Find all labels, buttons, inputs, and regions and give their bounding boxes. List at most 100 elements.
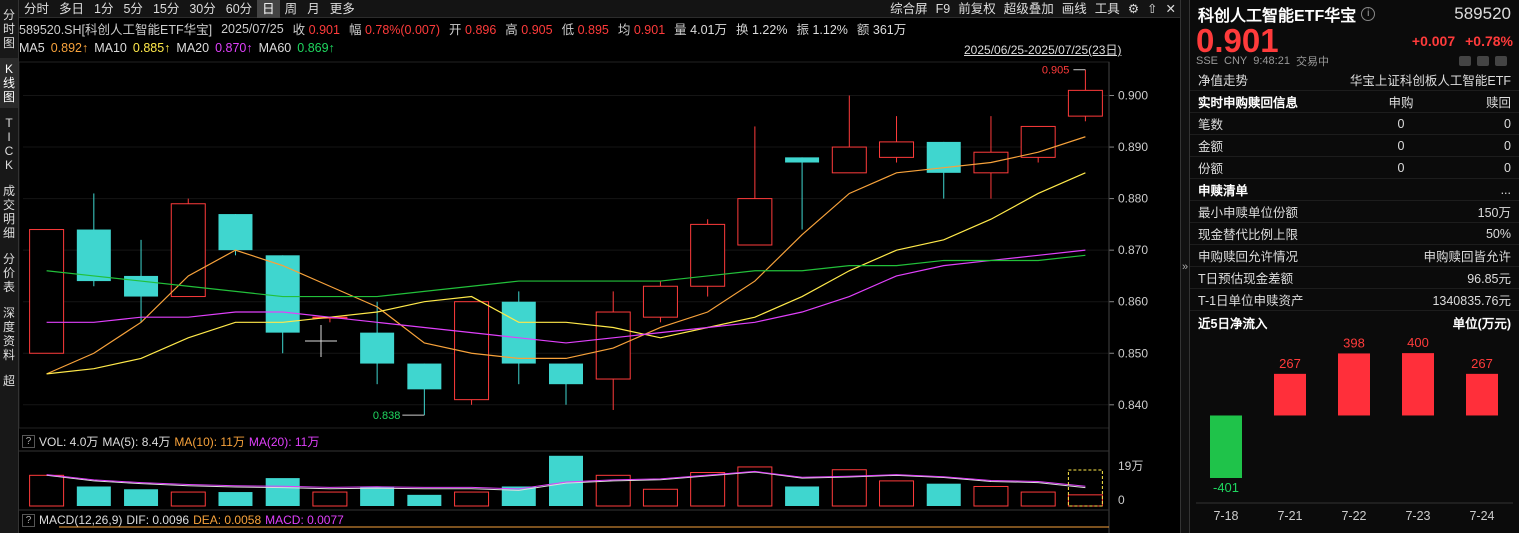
- vol-ma5-line: [46, 471, 1086, 491]
- amount-value: 361万: [872, 23, 907, 37]
- sidebar-char: 资: [2, 334, 15, 348]
- flow-value-label: 267: [1279, 356, 1301, 371]
- ma5-value: 0.892↑: [50, 41, 89, 55]
- nav-row[interactable]: 净值走势 华宝上证科创板人工智能ETF: [1190, 69, 1519, 91]
- period-9[interactable]: 月: [307, 1, 320, 16]
- volume-bar: [265, 478, 300, 506]
- candle-body: [879, 141, 915, 158]
- period-8[interactable]: 周: [284, 1, 298, 16]
- vol-label: 量: [674, 23, 687, 37]
- period-10[interactable]: 更多: [329, 1, 355, 16]
- macd-value: MACD: 0.0077: [265, 513, 344, 527]
- volume-bar: [973, 485, 1009, 507]
- sidebar-char: T: [5, 116, 13, 130]
- sidebar-tab-4[interactable]: 分价表: [0, 248, 18, 298]
- turn-label: 换: [735, 23, 749, 37]
- macd-dea: DEA: 0.0058: [193, 513, 262, 527]
- period-3[interactable]: 5分: [123, 1, 143, 16]
- rt-sub: 0: [1397, 160, 1405, 175]
- list-value: 1340835.76元: [1432, 294, 1511, 308]
- help-icon[interactable]: ?: [22, 434, 35, 448]
- list-row: 现金替代比例上限 50%: [1190, 223, 1519, 245]
- bell-icon[interactable]: [1477, 56, 1489, 66]
- close-icon[interactable]: ✕: [1165, 1, 1176, 16]
- period-2[interactable]: 1分: [94, 1, 114, 16]
- volume-bar: [549, 455, 583, 506]
- gear-icon[interactable]: ⚙: [1127, 1, 1140, 16]
- sidebar-char: 线: [2, 76, 15, 90]
- volume-bar: [831, 469, 867, 507]
- flow-bar: [1466, 373, 1498, 416]
- ma60-label: MA60: [258, 41, 292, 55]
- ma5-label: MA5: [19, 41, 45, 55]
- toolbar-btn-0[interactable]: 综合屏: [890, 1, 928, 16]
- flow-category-label: 7-23: [1405, 509, 1430, 523]
- sidebar-tab-0[interactable]: 分时图: [0, 4, 18, 54]
- period-0[interactable]: 分时: [24, 1, 50, 16]
- list-row: T-1日单位申赎资产 1340835.76元: [1190, 289, 1519, 311]
- vol-ma20: MA(20): 11万: [248, 434, 320, 449]
- macd-legend: ? MACD(12,26,9) DIF: 0.0096 DEA: 0.0058 …: [19, 512, 348, 528]
- amount-label: 额: [856, 23, 870, 37]
- toolbar-btn-5[interactable]: 工具: [1094, 1, 1120, 16]
- help-icon[interactable]: ?: [22, 513, 35, 527]
- sidebar-char: 细: [2, 226, 15, 240]
- amp-value: 0.78%(0.007): [364, 23, 441, 37]
- toolbar-btn-2[interactable]: 前复权: [958, 1, 996, 16]
- up-icon[interactable]: ⇧: [1147, 1, 1158, 16]
- sidebar-char: 明: [2, 212, 15, 226]
- candle-body: [595, 311, 631, 380]
- flow-category-label: 7-24: [1469, 509, 1494, 523]
- period-4[interactable]: 15分: [152, 1, 180, 16]
- currency: CNY: [1224, 55, 1248, 67]
- date-range[interactable]: 2025/06/25-2025/07/25(23日): [964, 43, 1122, 57]
- volume-bar: [312, 491, 348, 507]
- ma20-line: [46, 249, 1086, 344]
- volume-bar: [879, 480, 915, 507]
- candle-body: [124, 275, 159, 297]
- red-col-header: 赎回: [1485, 96, 1511, 110]
- volume-bar: [29, 474, 65, 507]
- period-1[interactable]: 多日: [59, 1, 85, 16]
- link-icon[interactable]: [1459, 56, 1471, 66]
- nav-label: 净值走势: [1198, 74, 1249, 88]
- toolbar-btn-3[interactable]: 超级叠加: [1003, 1, 1054, 16]
- ma20-label: MA20: [176, 41, 210, 55]
- volume-bar: [690, 472, 726, 507]
- realtime-title: 实时申购赎回信息: [1198, 96, 1299, 110]
- list-value: 50%: [1485, 226, 1511, 241]
- vol-selection: [1067, 469, 1103, 507]
- low-label: 低: [561, 23, 575, 37]
- list-value: 申购赎回皆允许: [1423, 250, 1511, 264]
- sidebar-tab-6[interactable]: 超: [0, 370, 18, 392]
- ma-legend: MA5 0.892↑ MA10 0.885↑ MA20 0.870↑ MA60 0.86…: [19, 40, 341, 56]
- sidebar-char: C: [4, 144, 14, 158]
- rt-label: 笔数: [1198, 118, 1224, 132]
- ma10-value: 0.885↑: [132, 41, 171, 55]
- list-row: T日预估现金差额 96.85元: [1190, 267, 1519, 289]
- y-tick-label: 0.840: [1118, 398, 1148, 412]
- toolbar-btn-1[interactable]: F9: [935, 1, 951, 16]
- period-7[interactable]: 日: [257, 0, 280, 18]
- rt-label: 金额: [1198, 140, 1224, 154]
- price-change-pct: +0.78%: [1465, 33, 1513, 49]
- sidebar-char: 深: [2, 306, 15, 320]
- panel-collapse-handle[interactable]: »: [1180, 0, 1190, 533]
- menu-icon[interactable]: [1495, 56, 1507, 66]
- kline-chart[interactable]: 0.900 0.890 0.880 0.870 0.860 0.850 0.840 0.905…: [19, 0, 1180, 533]
- sidebar-char: K: [4, 158, 13, 172]
- toolbar-btn-4[interactable]: 画线: [1061, 1, 1087, 16]
- ma20-value: 0.870↑: [215, 41, 253, 55]
- more-button[interactable]: ...: [1500, 182, 1511, 197]
- period-6[interactable]: 60分: [225, 1, 253, 16]
- ma5-line: [46, 136, 1086, 375]
- candle-body: [785, 157, 820, 163]
- sidebar-tab-5[interactable]: 深度资料: [0, 302, 18, 366]
- macd-name: MACD(12,26,9): [39, 513, 123, 527]
- info-icon[interactable]: i: [1361, 7, 1376, 21]
- period-5[interactable]: 30分: [189, 1, 216, 16]
- sidebar-tab-3[interactable]: 成交明细: [0, 180, 18, 244]
- rt-red: 0: [1504, 116, 1511, 131]
